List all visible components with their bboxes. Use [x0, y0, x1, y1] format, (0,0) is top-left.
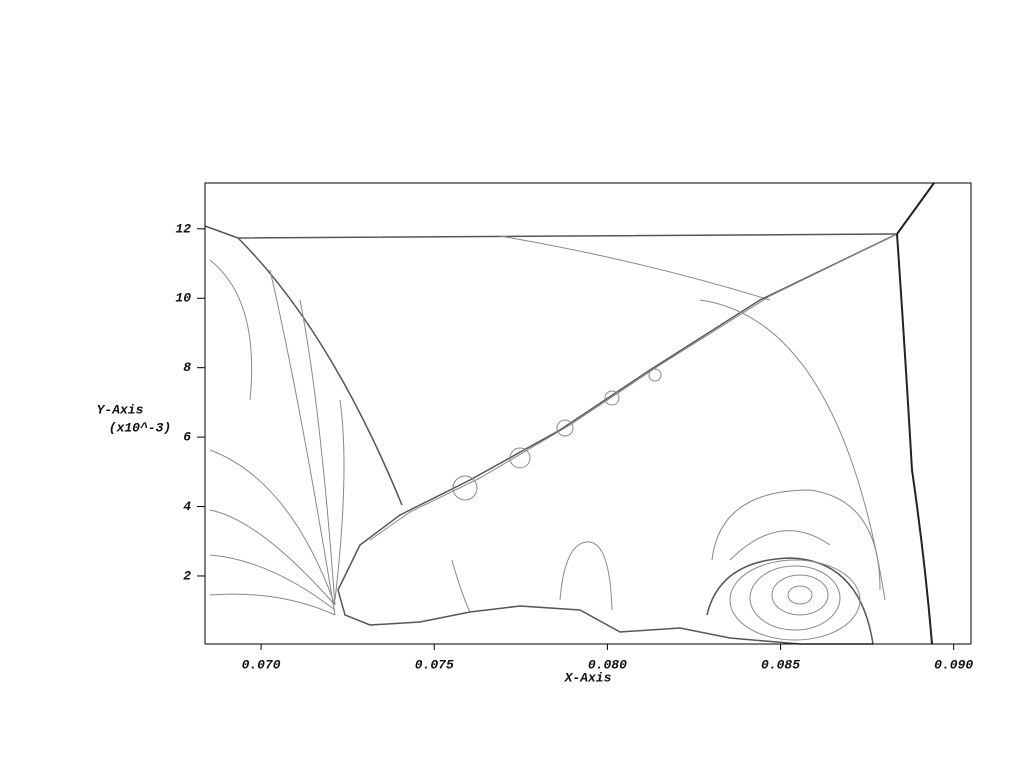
y-tick-label: 6 [183, 430, 191, 445]
x-tick-label: 0.070 [242, 657, 281, 672]
x-axis-label: X-Axis [564, 670, 612, 685]
x-tick-label: 0.075 [415, 657, 454, 672]
y-tick-label: 10 [175, 291, 191, 306]
y-tick-label: 8 [183, 360, 191, 375]
y-axis-unit: (x10^-3) [109, 420, 171, 435]
y-tick-label: 12 [175, 221, 191, 236]
x-tick-label: 0.090 [934, 657, 973, 672]
y-tick-label: 2 [183, 568, 191, 583]
x-tick-label: 0.085 [761, 657, 800, 672]
contour-lines [204, 182, 935, 645]
y-axis-label: Y-Axis [97, 402, 144, 417]
y-tick-label: 4 [183, 499, 191, 514]
x-tick-label: 0.080 [588, 657, 627, 672]
plot-frame [204, 182, 972, 645]
